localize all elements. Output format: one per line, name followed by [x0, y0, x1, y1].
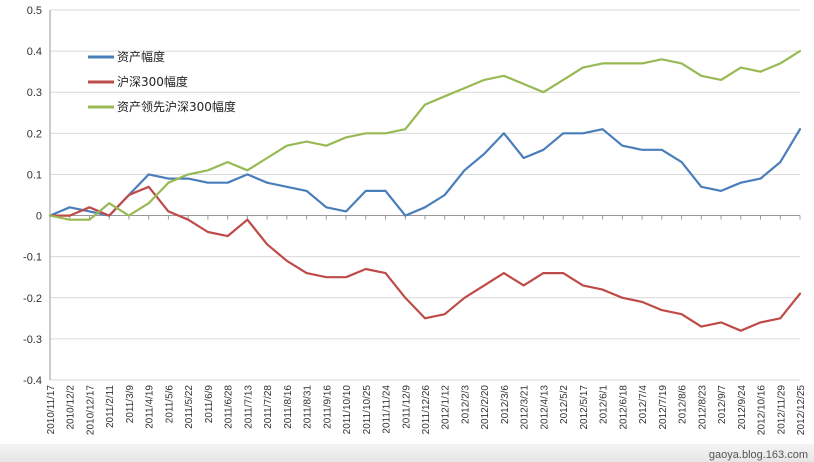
x-tick-label: 2012/6/1 [599, 385, 610, 424]
y-axis: 0.5 0.4 0.3 0.2 0.1 0 -0.1 -0.2 -0.3 -0.4 [23, 5, 51, 387]
x-tick-label: 2012/9/24 [737, 385, 748, 430]
x-tick-label: 2012/5/2 [559, 385, 570, 424]
x-tick-label: 2010/12/2 [66, 385, 77, 430]
y-tick-label: -0.1 [23, 252, 42, 264]
x-tick-label: 2011/9/16 [322, 385, 333, 429]
x-tick-label: 2011/3/9 [125, 385, 136, 424]
x-tick-label: 2010/12/17 [85, 385, 96, 435]
x-tick-label: 2011/8/16 [283, 385, 294, 429]
x-tick-label: 2012/7/4 [638, 385, 649, 424]
x-tick-label: 2012/12/25 [796, 385, 807, 435]
x-tick-label: 2011/11/24 [382, 385, 393, 434]
x-tick-label: 2011/4/19 [145, 385, 156, 429]
y-tick-label: -0.4 [23, 375, 42, 387]
x-tick-label: 2012/2/20 [480, 385, 491, 430]
y-tick-label: 0.4 [27, 46, 42, 58]
x-tick-label: 2012/9/7 [717, 385, 728, 424]
y-tick-label: 0.1 [27, 169, 42, 181]
x-tick-label: 2012/4/13 [539, 385, 550, 430]
series-line-3 [48, 49, 802, 221]
y-tick-label: -0.3 [23, 334, 42, 346]
x-tick-label: 2011/5/6 [164, 385, 175, 424]
x-tick-label: 2012/10/16 [757, 385, 768, 435]
x-tick-label: 2011/2/11 [105, 385, 116, 428]
x-tick-label: 2011/7/28 [263, 385, 274, 429]
x-tick-label: 2012/8/23 [697, 385, 708, 430]
y-tick-label: 0.5 [27, 5, 42, 17]
x-tick-label: 2011/8/31 [303, 385, 314, 429]
x-tick-label: 2011/7/13 [243, 385, 254, 429]
x-tick-label: 2012/7/19 [658, 385, 669, 430]
watermark-bar [0, 444, 814, 462]
x-tick-label: 2010/11/17 [46, 385, 57, 435]
series-line-2 [48, 185, 802, 332]
series-lines [48, 49, 802, 332]
x-tick-label: 2012/2/3 [460, 385, 471, 424]
y-tick-label: 0 [36, 211, 42, 223]
x-tick-label: 2011/10/10 [342, 385, 353, 435]
y-tick-label: -0.2 [23, 293, 42, 305]
x-axis: 2010/11/17 2010/12/2 2010/12/17 2011/2/11 20… [46, 215, 807, 435]
x-tick-label: 2012/5/17 [579, 385, 590, 430]
legend-label: 沪深300幅度 [117, 74, 188, 89]
x-tick-label: 2011/6/28 [224, 385, 235, 429]
x-tick-label: 2012/3/6 [500, 385, 511, 424]
x-tick-label: 2011/6/9 [204, 385, 215, 424]
series-line-1 [48, 128, 802, 217]
x-tick-label: 2011/12/9 [401, 385, 412, 429]
x-tick-label: 2011/10/25 [362, 385, 373, 435]
legend-label: 资产领先沪深300幅度 [117, 99, 236, 114]
y-tick-label: 0.2 [27, 128, 42, 140]
x-tick-label: 2012/1/12 [441, 385, 452, 430]
y-tick-label: 0.3 [27, 87, 42, 99]
x-tick-label: 2012/8/6 [678, 385, 689, 424]
x-tick-label: 2012/6/18 [618, 385, 629, 430]
legend-label: 资产幅度 [117, 49, 165, 64]
x-tick-label: 2011/5/22 [184, 385, 195, 429]
gridlines [50, 9, 800, 381]
x-tick-label: 2012/11/29 [776, 385, 787, 435]
x-tick-label: 2011/12/26 [421, 385, 432, 435]
x-tick-label: 2012/3/21 [520, 385, 531, 430]
